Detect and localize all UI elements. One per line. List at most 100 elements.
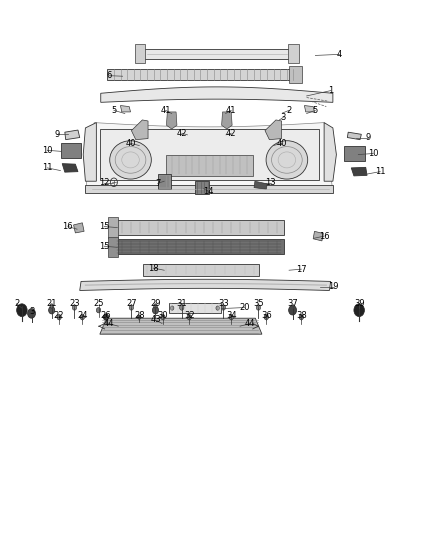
Text: 30: 30 — [158, 311, 168, 320]
FancyBboxPatch shape — [109, 237, 118, 257]
Text: 32: 32 — [184, 311, 194, 320]
Circle shape — [80, 314, 85, 320]
Text: 39: 39 — [354, 300, 364, 308]
Polygon shape — [100, 318, 262, 334]
Text: 43: 43 — [150, 316, 161, 324]
Polygon shape — [351, 167, 367, 176]
Polygon shape — [313, 231, 323, 241]
FancyBboxPatch shape — [115, 239, 283, 254]
Text: 2: 2 — [14, 300, 19, 308]
Polygon shape — [101, 87, 333, 102]
Circle shape — [103, 314, 109, 320]
Text: 42: 42 — [226, 129, 237, 138]
Circle shape — [221, 305, 226, 310]
Polygon shape — [85, 123, 333, 192]
Polygon shape — [304, 106, 314, 112]
Circle shape — [289, 305, 297, 315]
Polygon shape — [265, 120, 282, 140]
Text: 2: 2 — [286, 106, 292, 115]
Circle shape — [256, 305, 261, 310]
FancyBboxPatch shape — [109, 217, 118, 238]
Circle shape — [161, 314, 165, 320]
Text: 24: 24 — [77, 311, 88, 320]
Text: 19: 19 — [328, 282, 339, 291]
Circle shape — [299, 314, 304, 320]
Circle shape — [216, 306, 219, 310]
Polygon shape — [324, 123, 336, 181]
Circle shape — [28, 309, 35, 318]
Circle shape — [170, 306, 174, 310]
Text: 22: 22 — [54, 311, 64, 320]
Text: 11: 11 — [375, 167, 385, 176]
Text: 36: 36 — [261, 311, 272, 320]
FancyBboxPatch shape — [143, 264, 258, 276]
FancyBboxPatch shape — [136, 49, 298, 59]
Text: 38: 38 — [296, 311, 307, 320]
FancyBboxPatch shape — [289, 66, 302, 83]
FancyBboxPatch shape — [288, 44, 299, 63]
Text: 3: 3 — [281, 113, 286, 122]
Text: 41: 41 — [160, 106, 171, 115]
Text: 9: 9 — [365, 133, 371, 142]
Text: 10: 10 — [42, 146, 53, 155]
Polygon shape — [347, 132, 361, 140]
Circle shape — [72, 305, 77, 310]
Circle shape — [154, 304, 157, 308]
FancyBboxPatch shape — [61, 143, 81, 158]
FancyBboxPatch shape — [107, 69, 300, 80]
Ellipse shape — [266, 141, 307, 179]
Circle shape — [17, 304, 27, 317]
Text: 14: 14 — [203, 187, 214, 196]
Polygon shape — [65, 130, 80, 140]
FancyBboxPatch shape — [115, 220, 283, 235]
Circle shape — [187, 314, 191, 320]
Text: 26: 26 — [101, 311, 111, 320]
Polygon shape — [83, 123, 96, 181]
Polygon shape — [222, 112, 232, 129]
Text: 5: 5 — [313, 106, 318, 115]
Text: 7: 7 — [155, 179, 160, 188]
Polygon shape — [74, 223, 84, 233]
Text: 1: 1 — [328, 86, 333, 95]
Text: 23: 23 — [69, 300, 80, 308]
Circle shape — [50, 304, 53, 308]
Circle shape — [264, 314, 268, 320]
Text: 11: 11 — [42, 164, 53, 172]
FancyBboxPatch shape — [158, 174, 171, 189]
Text: 15: 15 — [99, 222, 110, 231]
Text: 28: 28 — [134, 311, 145, 320]
Text: 34: 34 — [226, 311, 237, 320]
Text: 18: 18 — [148, 264, 159, 272]
Text: 20: 20 — [239, 303, 250, 312]
Text: 42: 42 — [177, 129, 187, 138]
Text: 40: 40 — [277, 139, 287, 148]
Polygon shape — [120, 106, 131, 112]
Text: 41: 41 — [226, 106, 237, 115]
FancyBboxPatch shape — [169, 303, 221, 313]
FancyBboxPatch shape — [195, 181, 209, 194]
Circle shape — [96, 308, 101, 313]
Text: 35: 35 — [253, 300, 264, 308]
Text: 25: 25 — [93, 300, 104, 308]
Circle shape — [138, 315, 141, 319]
Circle shape — [49, 306, 55, 314]
Text: 44: 44 — [244, 319, 255, 328]
Text: 9: 9 — [54, 130, 60, 139]
Text: 31: 31 — [177, 300, 187, 308]
Ellipse shape — [110, 141, 152, 179]
Text: 5: 5 — [111, 106, 117, 115]
Text: 16: 16 — [319, 232, 329, 240]
Text: 12: 12 — [99, 179, 110, 187]
FancyBboxPatch shape — [135, 44, 145, 63]
Circle shape — [152, 306, 159, 314]
Polygon shape — [254, 181, 267, 189]
Polygon shape — [80, 279, 331, 290]
Text: 16: 16 — [63, 222, 73, 231]
Polygon shape — [166, 112, 177, 129]
FancyBboxPatch shape — [85, 185, 333, 193]
Text: 44: 44 — [103, 319, 114, 328]
Text: 10: 10 — [368, 149, 378, 158]
Text: 27: 27 — [126, 300, 137, 308]
Text: 37: 37 — [287, 300, 298, 308]
Text: 3: 3 — [29, 308, 34, 316]
